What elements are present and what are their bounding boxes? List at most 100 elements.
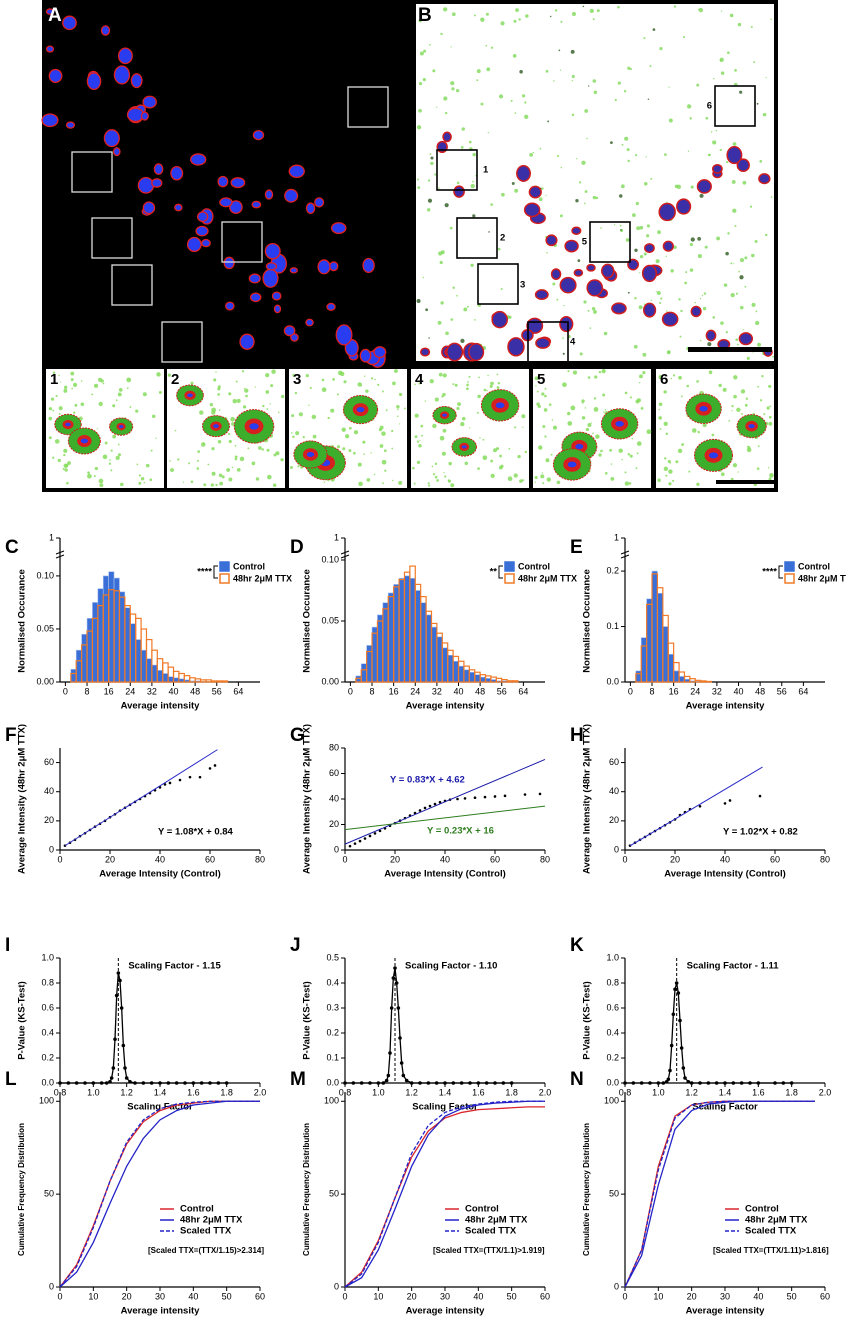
- speckle: [522, 426, 524, 428]
- puncta: [140, 111, 149, 121]
- speckle: [642, 370, 646, 375]
- x-tick-label: 1.4: [154, 1087, 167, 1097]
- marker: [384, 1078, 389, 1083]
- axis-break: [340, 550, 350, 559]
- marker: [109, 1076, 114, 1080]
- puncta-center: [65, 422, 71, 427]
- speckle: [715, 129, 718, 132]
- speckle: [664, 153, 667, 156]
- legend-label: 48hr 2μM TTX: [745, 1215, 808, 1226]
- fit-line: [344, 805, 546, 831]
- point: [728, 799, 732, 802]
- speckle: [230, 416, 235, 422]
- puncta: [738, 332, 754, 346]
- bar: [635, 670, 642, 683]
- speckle: [102, 382, 105, 385]
- bar: [173, 677, 180, 683]
- speckle: [58, 374, 60, 377]
- speckle: [292, 373, 296, 377]
- speckle: [434, 462, 438, 466]
- speckle: [414, 435, 418, 439]
- speckle: [427, 179, 431, 182]
- y-tick-label: 0.3: [326, 1002, 339, 1012]
- speckle: [480, 102, 484, 106]
- speckle: [418, 382, 421, 385]
- legend-label: Scaled TTX: [745, 1226, 797, 1237]
- marker: [706, 1081, 711, 1085]
- speckle: [199, 410, 204, 415]
- speckle: [643, 252, 647, 256]
- puncta: [453, 185, 465, 198]
- y-tick-label: 0.4: [41, 1027, 54, 1037]
- bar: [495, 677, 503, 683]
- speckle: [766, 406, 770, 410]
- marker: [389, 1006, 394, 1010]
- marker: [689, 1081, 694, 1085]
- fit-line: [344, 758, 546, 845]
- speckle: [604, 472, 608, 475]
- puncta: [113, 65, 131, 85]
- speckle: [323, 481, 326, 483]
- speckle: [545, 194, 547, 197]
- speckle: [188, 462, 191, 465]
- x-tick-label: 0: [348, 686, 353, 696]
- speckle: [430, 161, 434, 166]
- speckle: [690, 185, 694, 189]
- series-line: [344, 1106, 545, 1288]
- inset-label: 4: [415, 371, 424, 388]
- speckle: [468, 427, 471, 429]
- speckle: [562, 382, 567, 387]
- marker: [118, 978, 122, 983]
- puncta: [201, 238, 211, 248]
- speckle: [54, 439, 60, 444]
- x-tick-label: 0: [628, 686, 633, 696]
- puncta: [86, 72, 102, 91]
- point: [198, 775, 202, 779]
- roi-label: 3: [520, 280, 525, 291]
- speckle: [571, 74, 575, 79]
- speckle: [398, 480, 403, 485]
- speckle: [581, 416, 586, 420]
- legend-label: Control: [798, 561, 830, 571]
- speckle: [466, 387, 469, 391]
- speckle: [656, 291, 661, 295]
- x-tick-label: 60: [490, 854, 500, 864]
- speckle: [746, 447, 752, 453]
- speckle: [72, 382, 78, 387]
- panel-label: J: [290, 935, 301, 956]
- marker: [739, 1081, 744, 1085]
- speckle: [227, 432, 231, 436]
- speckle: [312, 434, 317, 439]
- speckle: [544, 435, 547, 438]
- speckle: [136, 463, 139, 466]
- speckle: [687, 150, 690, 152]
- speckle: [140, 477, 145, 481]
- point: [353, 842, 357, 845]
- puncta: [442, 131, 452, 143]
- point: [433, 802, 437, 806]
- speckle: [454, 383, 458, 387]
- speckle: [538, 445, 543, 450]
- speckle: [646, 429, 652, 435]
- speckle: [613, 224, 616, 226]
- speckle: [635, 399, 640, 404]
- speckle: [621, 143, 624, 146]
- speckle: [228, 439, 232, 444]
- speckle: [156, 372, 161, 377]
- legend-swatch: [504, 573, 515, 584]
- speckle: [589, 8, 594, 14]
- speckle: [669, 461, 672, 464]
- speckle: [470, 263, 474, 267]
- speckle: [291, 414, 295, 418]
- bar: [81, 633, 88, 683]
- x-tick-label: 64: [233, 686, 243, 696]
- speckle: [586, 137, 588, 140]
- speckle: [672, 374, 676, 377]
- bar: [425, 614, 432, 683]
- x-tick-label: 0: [622, 854, 627, 864]
- marker: [216, 1081, 221, 1085]
- marker: [83, 1081, 87, 1085]
- speckle: [418, 82, 423, 86]
- scale-bar: [716, 480, 774, 484]
- roi-box: [347, 86, 389, 128]
